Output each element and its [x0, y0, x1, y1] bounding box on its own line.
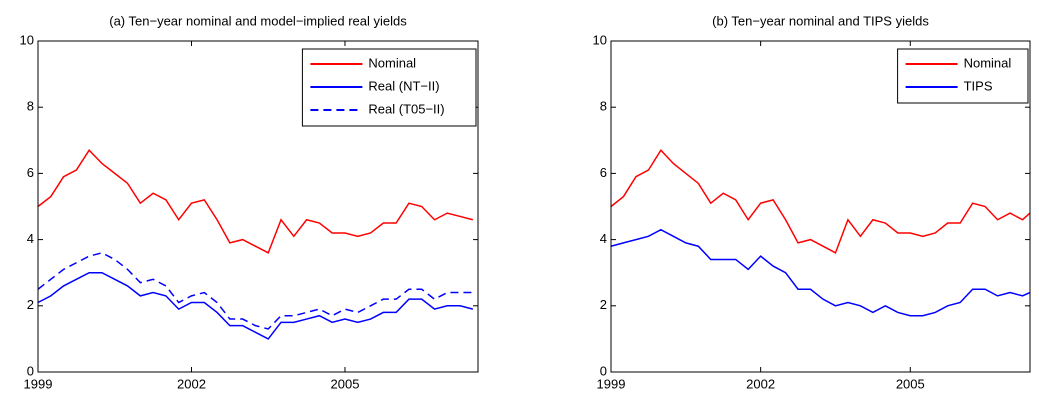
- data-line: [37, 149, 474, 254]
- y-tick-label: 6: [600, 165, 607, 180]
- y-tick-label: 8: [600, 99, 607, 114]
- legend-label: Real (T05−II): [368, 101, 444, 116]
- y-tick-label: 2: [600, 297, 607, 312]
- y-tick-label: 4: [27, 231, 34, 246]
- x-tick-label: 2002: [177, 376, 206, 391]
- legend-label: Real (NT−II): [368, 78, 439, 93]
- legend-box: [897, 48, 1029, 104]
- y-tick-label: 8: [27, 99, 34, 114]
- legend-label: Nominal: [964, 55, 1012, 70]
- chart-title: (b) Ten−year nominal and TIPS yields: [712, 13, 929, 28]
- legend-label: Nominal: [368, 55, 416, 70]
- x-tick-label: 2002: [746, 376, 775, 391]
- x-tick-label: 2005: [331, 376, 360, 391]
- y-tick-label: 2: [27, 297, 34, 312]
- data-line: [610, 228, 1031, 317]
- x-tick-label: 2005: [896, 376, 925, 391]
- y-tick-label: 10: [20, 32, 34, 47]
- y-tick-label: 6: [27, 165, 34, 180]
- chart-title: (a) Ten−year nominal and model−implied r…: [109, 13, 407, 28]
- y-tick-label: 4: [600, 231, 607, 246]
- x-tick-label: 1999: [24, 376, 53, 391]
- data-line: [37, 252, 473, 330]
- legend-label: TIPS: [964, 78, 993, 93]
- y-tick-label: 0: [600, 363, 607, 378]
- x-tick-label: 1999: [597, 376, 626, 391]
- data-line: [610, 149, 1031, 254]
- data-line: [37, 271, 474, 340]
- axes-frame: [37, 40, 479, 373]
- y-tick-label: 10: [593, 32, 607, 47]
- axes-frame: [610, 40, 1031, 373]
- y-tick-label: 0: [27, 363, 34, 378]
